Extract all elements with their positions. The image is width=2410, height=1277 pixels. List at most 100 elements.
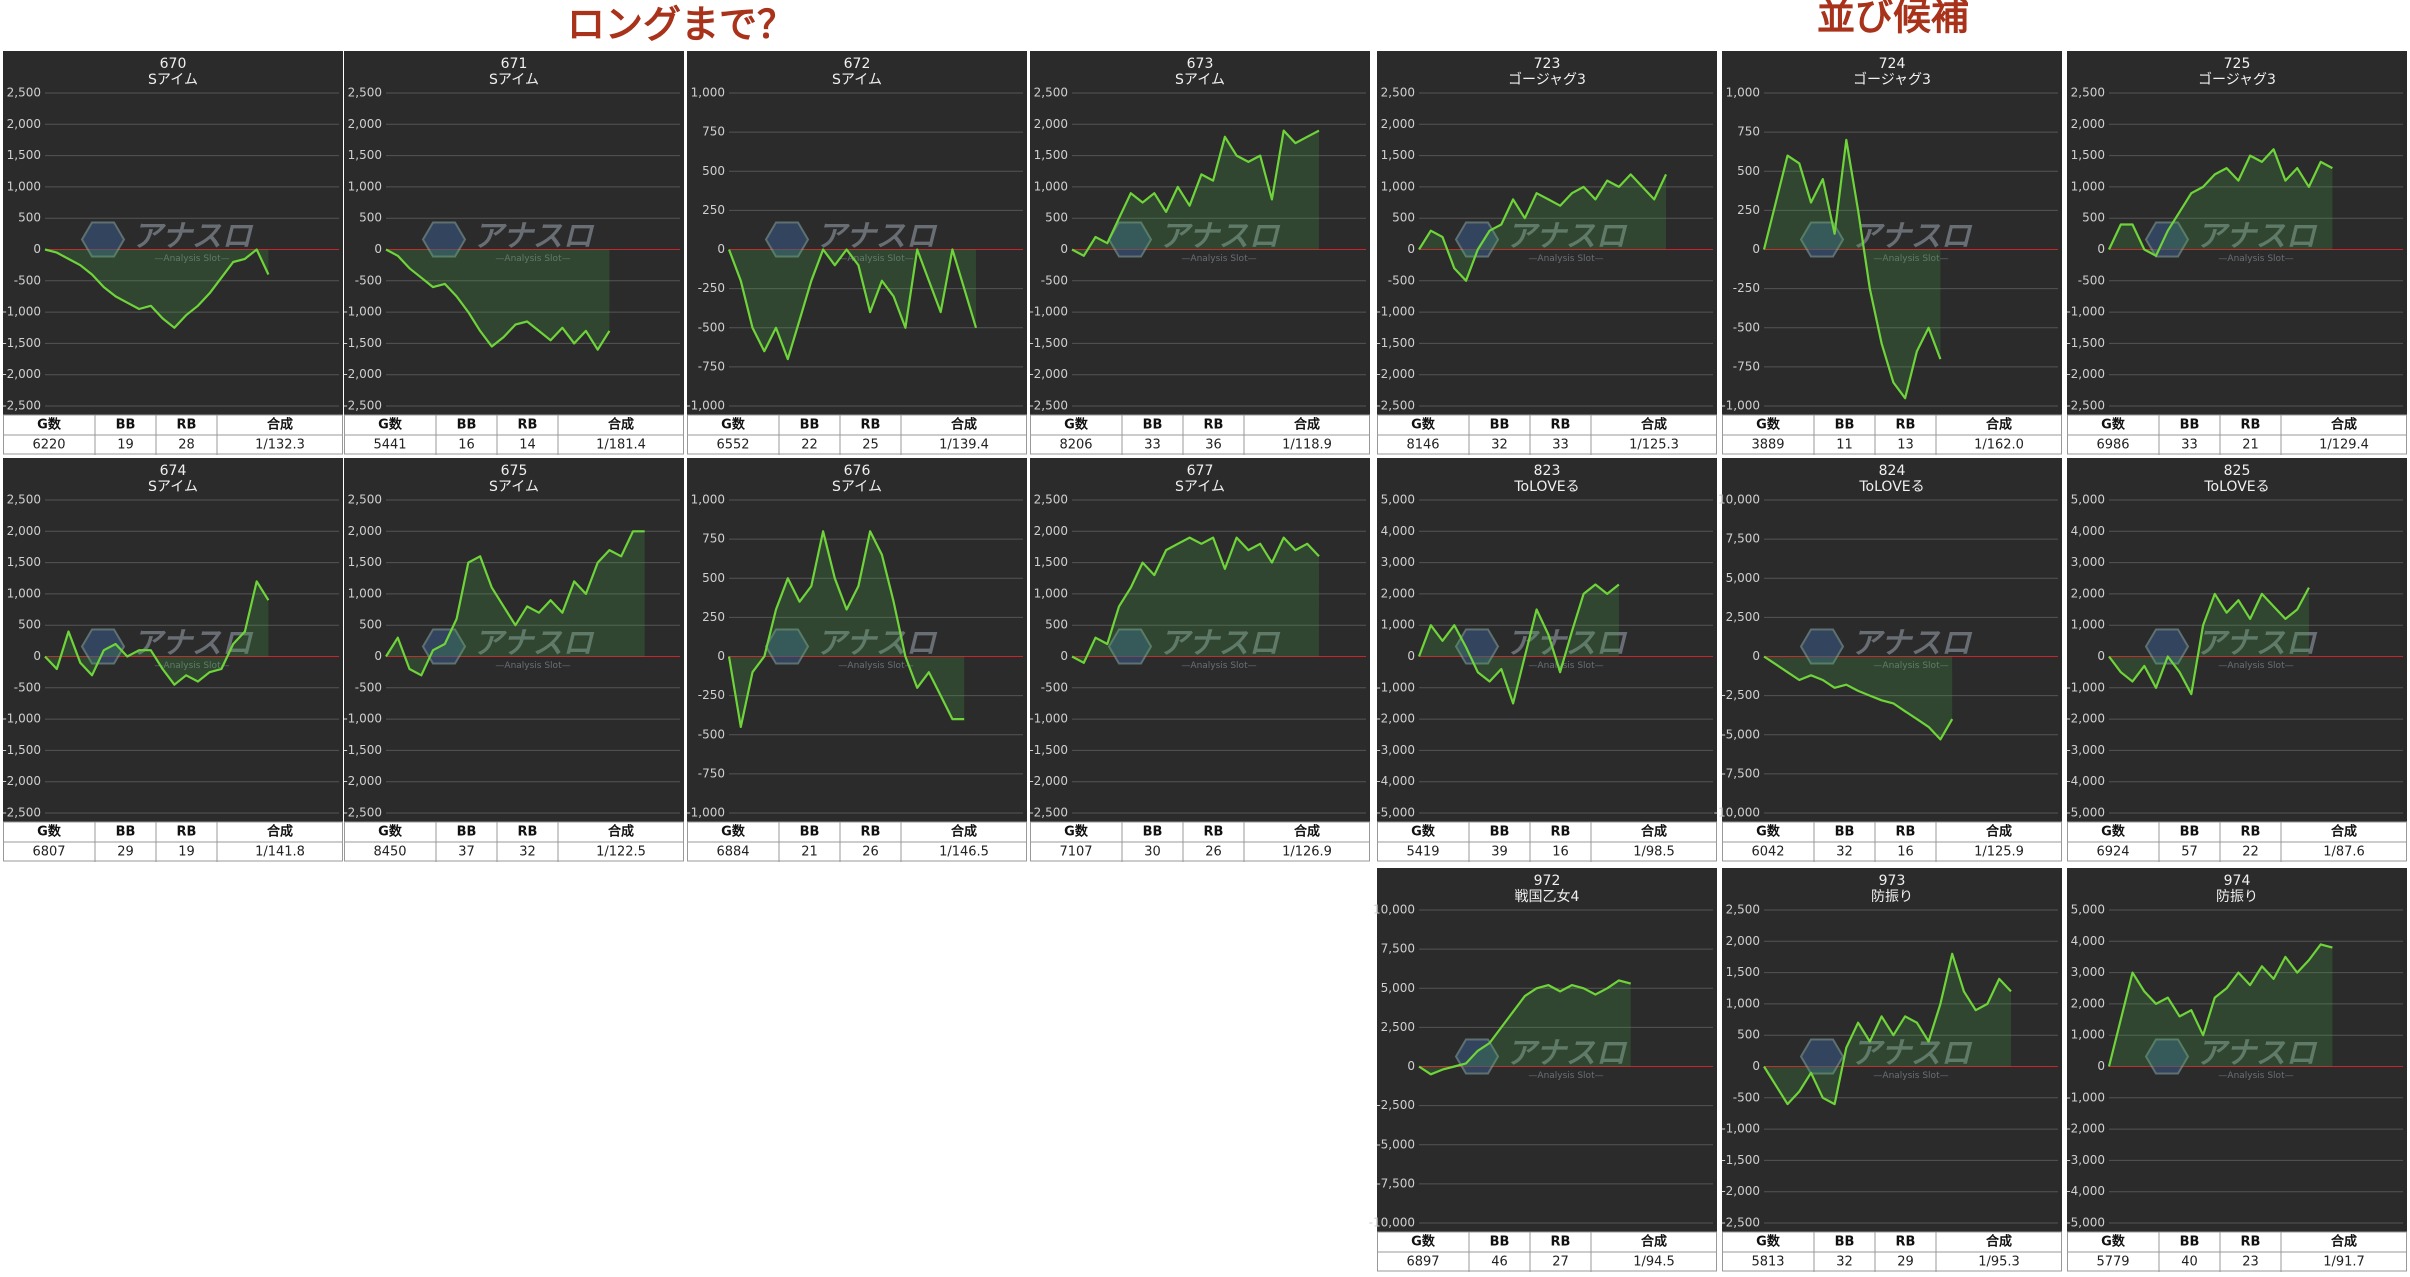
table-header: G数 — [1064, 824, 1089, 840]
watermark-tagline: —Analysis Slot— — [1528, 254, 1603, 264]
chart-subtitle: Sアイム — [832, 479, 882, 495]
y-tick-label: 1,500 — [348, 148, 382, 162]
area — [1419, 174, 1666, 281]
y-tick-label: 0 — [33, 242, 41, 256]
table-header: G数 — [721, 417, 746, 433]
table-cell: 8206 — [1059, 438, 1092, 453]
y-tick-label: 500 — [359, 618, 382, 632]
y-tick-label: 5,000 — [2071, 493, 2105, 507]
line — [727, 530, 965, 728]
table-header: BB — [2180, 825, 2200, 840]
table-header: RB — [1204, 825, 1224, 840]
y-tick-label: -5,000 — [2066, 806, 2105, 820]
chart-subtitle: Sアイム — [832, 72, 882, 88]
watermark: アナスロ—Analysis Slot— — [2144, 219, 2318, 264]
y-tick-label: -2,500 — [1721, 688, 1760, 702]
table-cell: 22 — [2242, 845, 2259, 860]
y-tick-label: -2,000 — [1376, 367, 1415, 381]
y-tick-label: -2,500 — [343, 399, 382, 413]
watermark-tagline: —Analysis Slot— — [495, 661, 570, 671]
table-header: RB — [861, 825, 881, 840]
y-tick-label: 750 — [702, 125, 725, 139]
table-header: G数 — [1756, 417, 1781, 433]
y-tick-label: 0 — [2097, 242, 2105, 256]
line — [385, 530, 645, 677]
y-tick-label: 0 — [1407, 649, 1415, 663]
table-cell: 11 — [1836, 438, 1853, 453]
table-header: RB — [1551, 1235, 1571, 1250]
chart-panel — [687, 458, 1027, 822]
y-tick-label: 1,500 — [7, 148, 41, 162]
y-tick-label: -1,000 — [2066, 305, 2105, 319]
chart-subtitle: ゴージャグ3 — [2198, 71, 2276, 88]
chart-panel — [1722, 458, 2062, 822]
table-header: G数 — [1411, 417, 1436, 433]
watermark: アナスロ—Analysis Slot— — [421, 219, 595, 264]
chart-subtitle: Sアイム — [489, 72, 539, 88]
y-tick-label: 4,000 — [2071, 934, 2105, 948]
line — [2108, 587, 2310, 696]
chart-panel — [1722, 868, 2062, 1232]
watermark: アナスロ—Analysis Slot— — [764, 219, 938, 264]
y-tick-label: 2,000 — [2071, 996, 2105, 1010]
y-tick-label: -500 — [1041, 273, 1068, 287]
table-header: BB — [1490, 418, 1510, 433]
watermark-logo: アナスロ — [1159, 219, 1280, 254]
y-tick-label: 2,500 — [1034, 493, 1068, 507]
table-cell: 5441 — [373, 438, 406, 453]
table-cell: 5813 — [1751, 1255, 1784, 1270]
y-tick-label: -500 — [14, 680, 41, 694]
table-header: BB — [116, 418, 136, 433]
table-header: 合成 — [1294, 417, 1320, 433]
y-tick-label: -1,000 — [1376, 305, 1415, 319]
y-tick-label: 0 — [33, 649, 41, 663]
y-tick-label: 2,500 — [1381, 1020, 1415, 1034]
table-cell: 37 — [458, 845, 475, 860]
table-cell: 1/122.5 — [596, 845, 646, 860]
y-tick-label: -250 — [1733, 281, 1760, 295]
table-header: BB — [800, 825, 820, 840]
y-tick-label: -750 — [1733, 359, 1760, 373]
table-cell: 5419 — [1406, 845, 1439, 860]
table-cell: 7107 — [1059, 845, 1092, 860]
y-tick-label: -2,000 — [2, 367, 41, 381]
chart-subtitle: ToLOVEる — [2203, 479, 2269, 495]
y-tick-label: -1,500 — [343, 743, 382, 757]
chart-title: 825 — [2224, 463, 2251, 479]
chart-title: 972 — [1534, 873, 1561, 889]
y-tick-label: -1,000 — [2066, 1090, 2105, 1104]
area — [386, 531, 645, 676]
line — [2107, 943, 2333, 1067]
y-tick-label: 500 — [702, 164, 725, 178]
chart-subtitle: ゴージャグ3 — [1853, 71, 1931, 88]
y-tick-label: -2,500 — [2, 806, 41, 820]
chart-title: 676 — [844, 463, 871, 479]
watermark: アナスロ—Analysis Slot— — [1799, 219, 1973, 264]
table-header: BB — [1835, 1235, 1855, 1250]
table-cell: 5779 — [2096, 1255, 2129, 1270]
table-cell: 6807 — [32, 845, 65, 860]
watermark-icon — [1107, 221, 1153, 258]
table-cell: 26 — [862, 845, 879, 860]
watermark-tagline: —Analysis Slot— — [2218, 254, 2293, 264]
y-tick-label: -2,500 — [1376, 399, 1415, 413]
table-header: BB — [2180, 418, 2200, 433]
watermark-logo: アナスロ — [1159, 626, 1280, 661]
chart-panel — [2067, 458, 2407, 822]
y-tick-label: 2,500 — [1034, 86, 1068, 100]
table-cell: 22 — [801, 438, 818, 453]
table-header: 合成 — [2331, 824, 2357, 840]
y-tick-label: 2,000 — [1034, 117, 1068, 131]
y-tick-label: 0 — [374, 242, 382, 256]
table-header: 合成 — [267, 417, 293, 433]
table-cell: 19 — [117, 438, 134, 453]
y-tick-label: 2,000 — [7, 524, 41, 538]
watermark-logo: アナスロ — [1851, 626, 1972, 661]
y-tick-label: -2,500 — [1029, 399, 1068, 413]
table-header: 合成 — [608, 824, 634, 840]
line — [44, 248, 270, 329]
